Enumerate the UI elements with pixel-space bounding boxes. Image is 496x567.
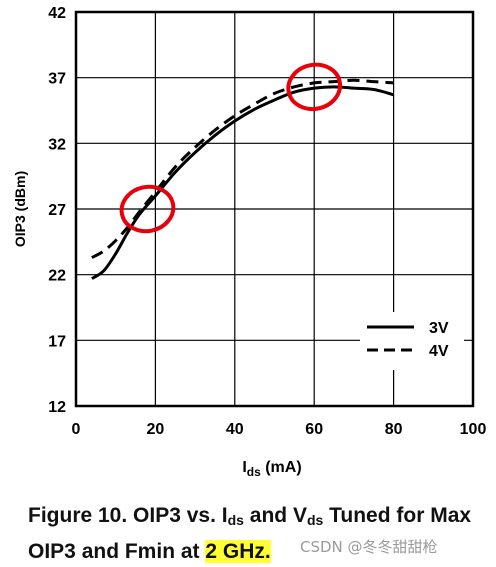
chart: 12 17 22 27 32 37 42 0 20 40 60 80 100 OIP3 (dBm) I…	[12, 5, 487, 479]
series-lines	[91, 78, 394, 280]
y-tick-label: 27	[48, 202, 66, 219]
y-tick-label: 42	[48, 5, 66, 22]
x-tick-label: 60	[305, 421, 323, 438]
plot-frame	[74, 10, 475, 408]
x-tick-label: 20	[147, 421, 165, 438]
x-tick-label: 80	[385, 421, 403, 438]
x-tick-labels: 0 20 40 60 80 100	[72, 421, 487, 438]
x-axis-label: Ids (mA)	[242, 459, 301, 479]
series-line-4v	[91, 78, 394, 259]
y-tick-labels: 12 17 22 27 32 37 42	[48, 5, 66, 416]
x-tick-label: 0	[72, 421, 81, 438]
annotation-circle	[119, 184, 176, 234]
y-tick-label: 22	[48, 268, 66, 285]
y-tick-label: 32	[48, 136, 66, 153]
annotation-circle	[286, 62, 343, 112]
watermark: CSDN @冬冬甜甜枪	[300, 538, 438, 556]
legend: 3V 4V	[360, 312, 464, 370]
annotation-circles	[119, 62, 343, 234]
caption-highlight: 2 GHz.	[205, 540, 271, 563]
y-axis-label: OIP3 (dBm)	[12, 171, 28, 247]
legend-label-3v: 3V	[429, 320, 449, 337]
legend-box	[360, 312, 464, 370]
x-tick-label: 40	[226, 421, 244, 438]
figure-caption: Figure 10. OIP3 vs. Ids and Vds Tuned fo…	[28, 504, 472, 563]
series-line-3v	[91, 85, 394, 280]
x-tick-label: 100	[460, 421, 487, 438]
y-tick-label: 17	[48, 333, 66, 350]
y-tick-label: 37	[48, 71, 66, 88]
legend-label-4v: 4V	[429, 343, 449, 360]
y-tick-label: 12	[48, 399, 66, 416]
